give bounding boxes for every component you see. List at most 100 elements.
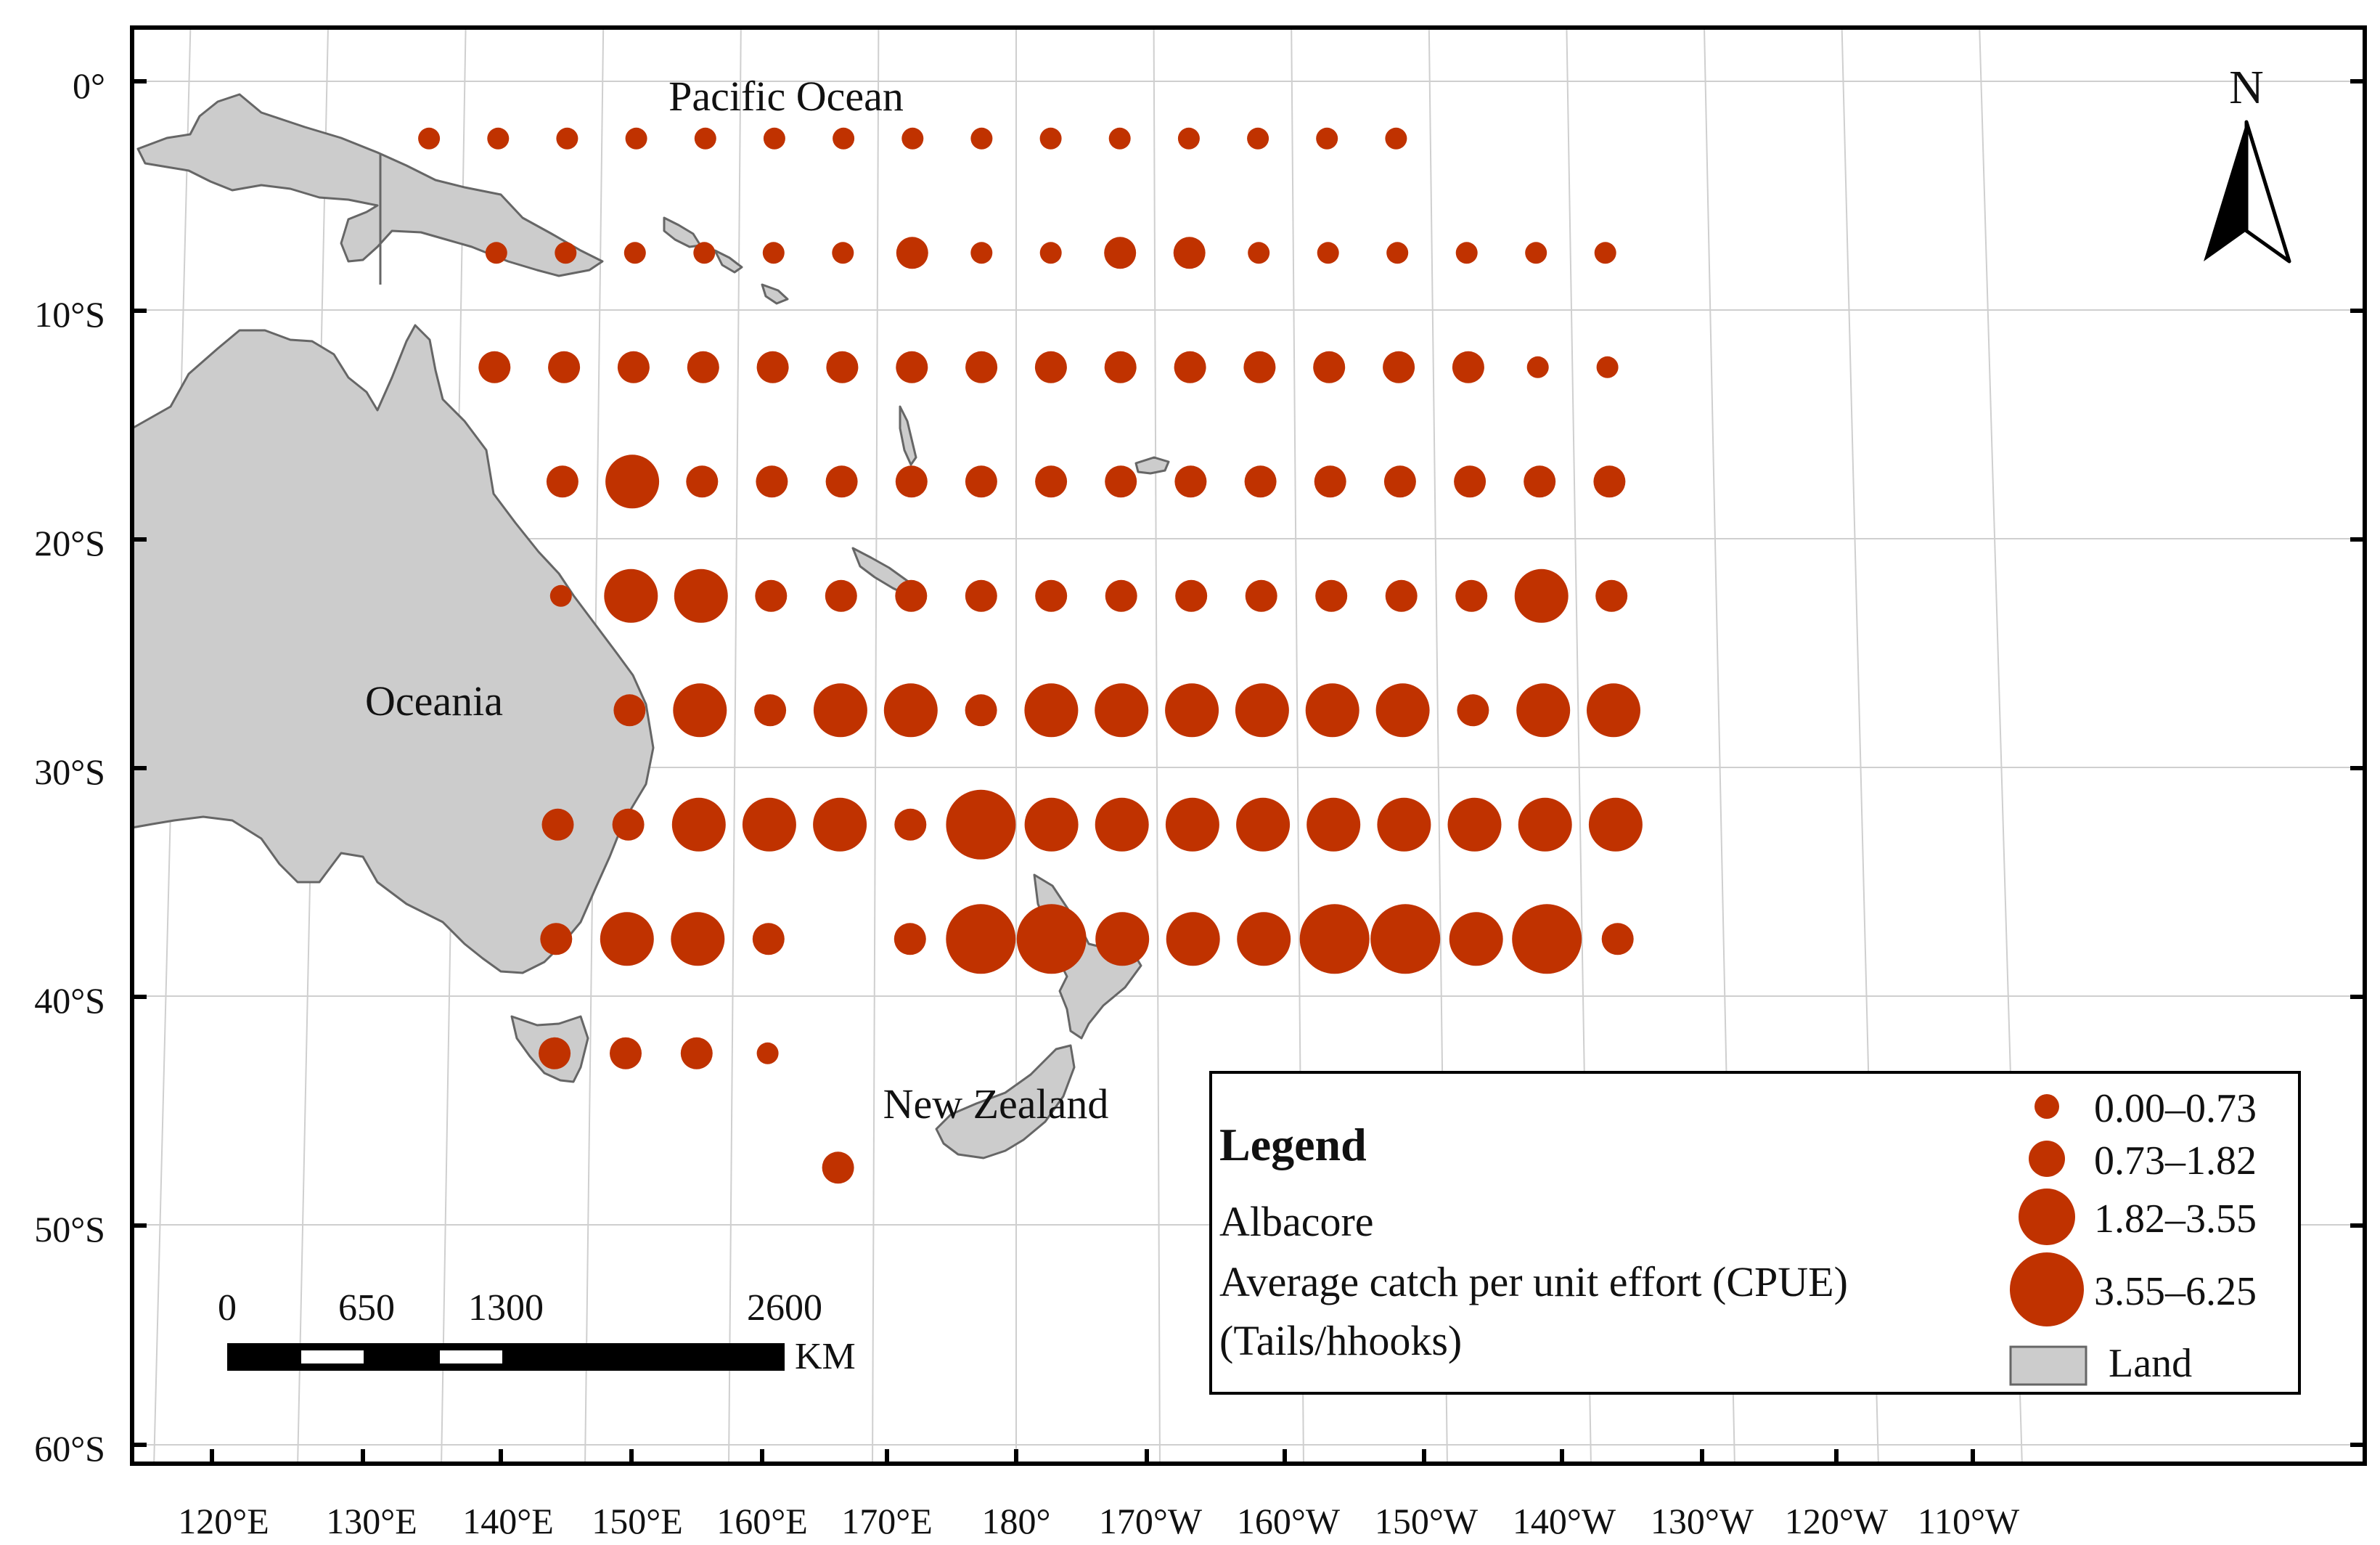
label-new-zealand: New Zealand xyxy=(883,1080,1109,1128)
cpue-dot xyxy=(693,242,716,264)
cpue-dot xyxy=(1237,912,1291,966)
cpue-dot xyxy=(1095,683,1149,738)
cpue-dot xyxy=(1177,127,1200,150)
lon-label-110w: 110°W xyxy=(1918,1501,2020,1541)
cpue-dot xyxy=(671,912,725,966)
cpue-dot xyxy=(487,127,510,150)
cpue-dot xyxy=(1455,579,1488,612)
cpue-dot xyxy=(946,789,1016,860)
lon-labels: 120°E 130°E 140°E 150°E 160°E 170°E 180°… xyxy=(178,1501,2020,1541)
cpue-dot xyxy=(1526,356,1549,378)
cpue-dot xyxy=(896,351,928,383)
cpue-dot xyxy=(1317,242,1339,264)
cpue-dot xyxy=(1455,242,1478,264)
cpue-dot xyxy=(674,568,728,623)
cpue-dot xyxy=(1594,242,1616,264)
north-label: N xyxy=(2229,61,2264,114)
cpue-dot xyxy=(1447,797,1502,852)
cpue-dot xyxy=(1377,797,1431,852)
cpue-dot xyxy=(1375,683,1430,738)
cpue-dot xyxy=(1593,465,1626,498)
cpue-dot xyxy=(813,797,867,852)
cpue-dot xyxy=(1588,797,1643,852)
legend-class-1: 0.00–0.73 xyxy=(2094,1086,2257,1131)
cpue-dot xyxy=(485,242,507,264)
lat-label-0: 0° xyxy=(73,65,105,106)
cpue-dot xyxy=(1165,797,1219,852)
cpue-dot xyxy=(1105,579,1137,612)
lon-label-170e: 170°E xyxy=(841,1501,933,1541)
cpue-dot xyxy=(548,351,581,383)
legend: Legend Albacore Average catch per unit e… xyxy=(1209,1071,2301,1395)
cpue-dot xyxy=(1385,579,1418,612)
cpue-dot xyxy=(1449,912,1503,966)
map-frame xyxy=(130,25,2367,1466)
legend-measure: Average catch per unit effort (CPUE) xyxy=(1219,1258,1848,1305)
cpue-dot xyxy=(1105,465,1137,498)
cpue-dot xyxy=(755,579,788,612)
legend-swatch-class-1 xyxy=(2035,1094,2059,1119)
cpue-dot xyxy=(671,797,726,852)
cpue-dot xyxy=(895,465,928,498)
legend-swatch-class-2 xyxy=(2029,1141,2065,1177)
cpue-dot xyxy=(1315,579,1348,612)
lon-label-150w: 150°W xyxy=(1375,1501,1479,1541)
cpue-dot xyxy=(555,242,577,264)
cpue-dot xyxy=(1514,568,1569,623)
lon-label-140e: 140°E xyxy=(462,1501,554,1541)
land-new-guinea xyxy=(136,93,604,277)
cpue-dot xyxy=(687,351,719,383)
legend-class-2: 0.73–1.82 xyxy=(2094,1138,2257,1183)
cpue-dot xyxy=(970,242,993,264)
cpue-dot xyxy=(1016,904,1087,974)
cpue-dot xyxy=(418,127,441,150)
cpue-dot xyxy=(610,1037,642,1069)
cpue-dot xyxy=(686,465,719,498)
scale-label-0: 0 xyxy=(218,1287,237,1329)
legend-class-4: 3.55–6.25 xyxy=(2094,1269,2257,1314)
cpue-dot xyxy=(1235,683,1289,738)
cpue-dot xyxy=(1383,351,1415,383)
cpue-dot xyxy=(1595,579,1628,612)
cpue-dot xyxy=(1104,237,1137,269)
cpue-dot xyxy=(1174,351,1206,383)
cpue-dot xyxy=(1174,465,1207,498)
cpue-dot xyxy=(1314,465,1346,498)
cpue-dot xyxy=(1452,351,1484,383)
cpue-dot xyxy=(623,242,646,264)
cpue-dot xyxy=(1305,683,1359,738)
cpue-dot xyxy=(612,808,645,841)
cpue-dot xyxy=(1248,242,1270,264)
cpue-dot xyxy=(893,923,926,955)
cpue-dot xyxy=(825,579,857,612)
cpue-dot xyxy=(1104,351,1137,383)
lon-label-120e: 120°E xyxy=(178,1501,269,1541)
cpue-dot xyxy=(1175,579,1208,612)
legend-class-3: 1.82–3.55 xyxy=(2094,1197,2257,1242)
tick-marks xyxy=(132,79,2365,1464)
cpue-dot xyxy=(1035,465,1068,498)
cpue-dot xyxy=(1035,579,1068,612)
cpue-dot xyxy=(826,351,859,383)
cpue-dot xyxy=(1518,797,1572,852)
cpue-dot xyxy=(1313,351,1346,383)
land-nz-south xyxy=(935,1044,1076,1159)
land-masses xyxy=(131,93,1170,1159)
lat-label-50s: 50°S xyxy=(34,1209,105,1250)
cpue-dot xyxy=(832,242,854,264)
scale-label-2600: 2600 xyxy=(747,1287,822,1329)
cpue-dot xyxy=(894,808,927,841)
legend-title: Legend xyxy=(1219,1119,1367,1170)
cpue-dot xyxy=(763,127,785,150)
cpue-dot xyxy=(762,242,785,264)
cpue-dot xyxy=(1386,242,1409,264)
cpue-dot xyxy=(600,912,654,966)
cpue-dot xyxy=(539,1037,571,1069)
scale-unit: KM xyxy=(795,1336,856,1377)
cpue-dot xyxy=(756,465,788,498)
cpue-dot xyxy=(1316,127,1338,150)
legend-swatch-class-4 xyxy=(2010,1252,2084,1326)
lat-label-40s: 40°S xyxy=(34,980,105,1021)
cpue-dot xyxy=(742,797,796,852)
lon-label-140w: 140°W xyxy=(1513,1501,1616,1541)
